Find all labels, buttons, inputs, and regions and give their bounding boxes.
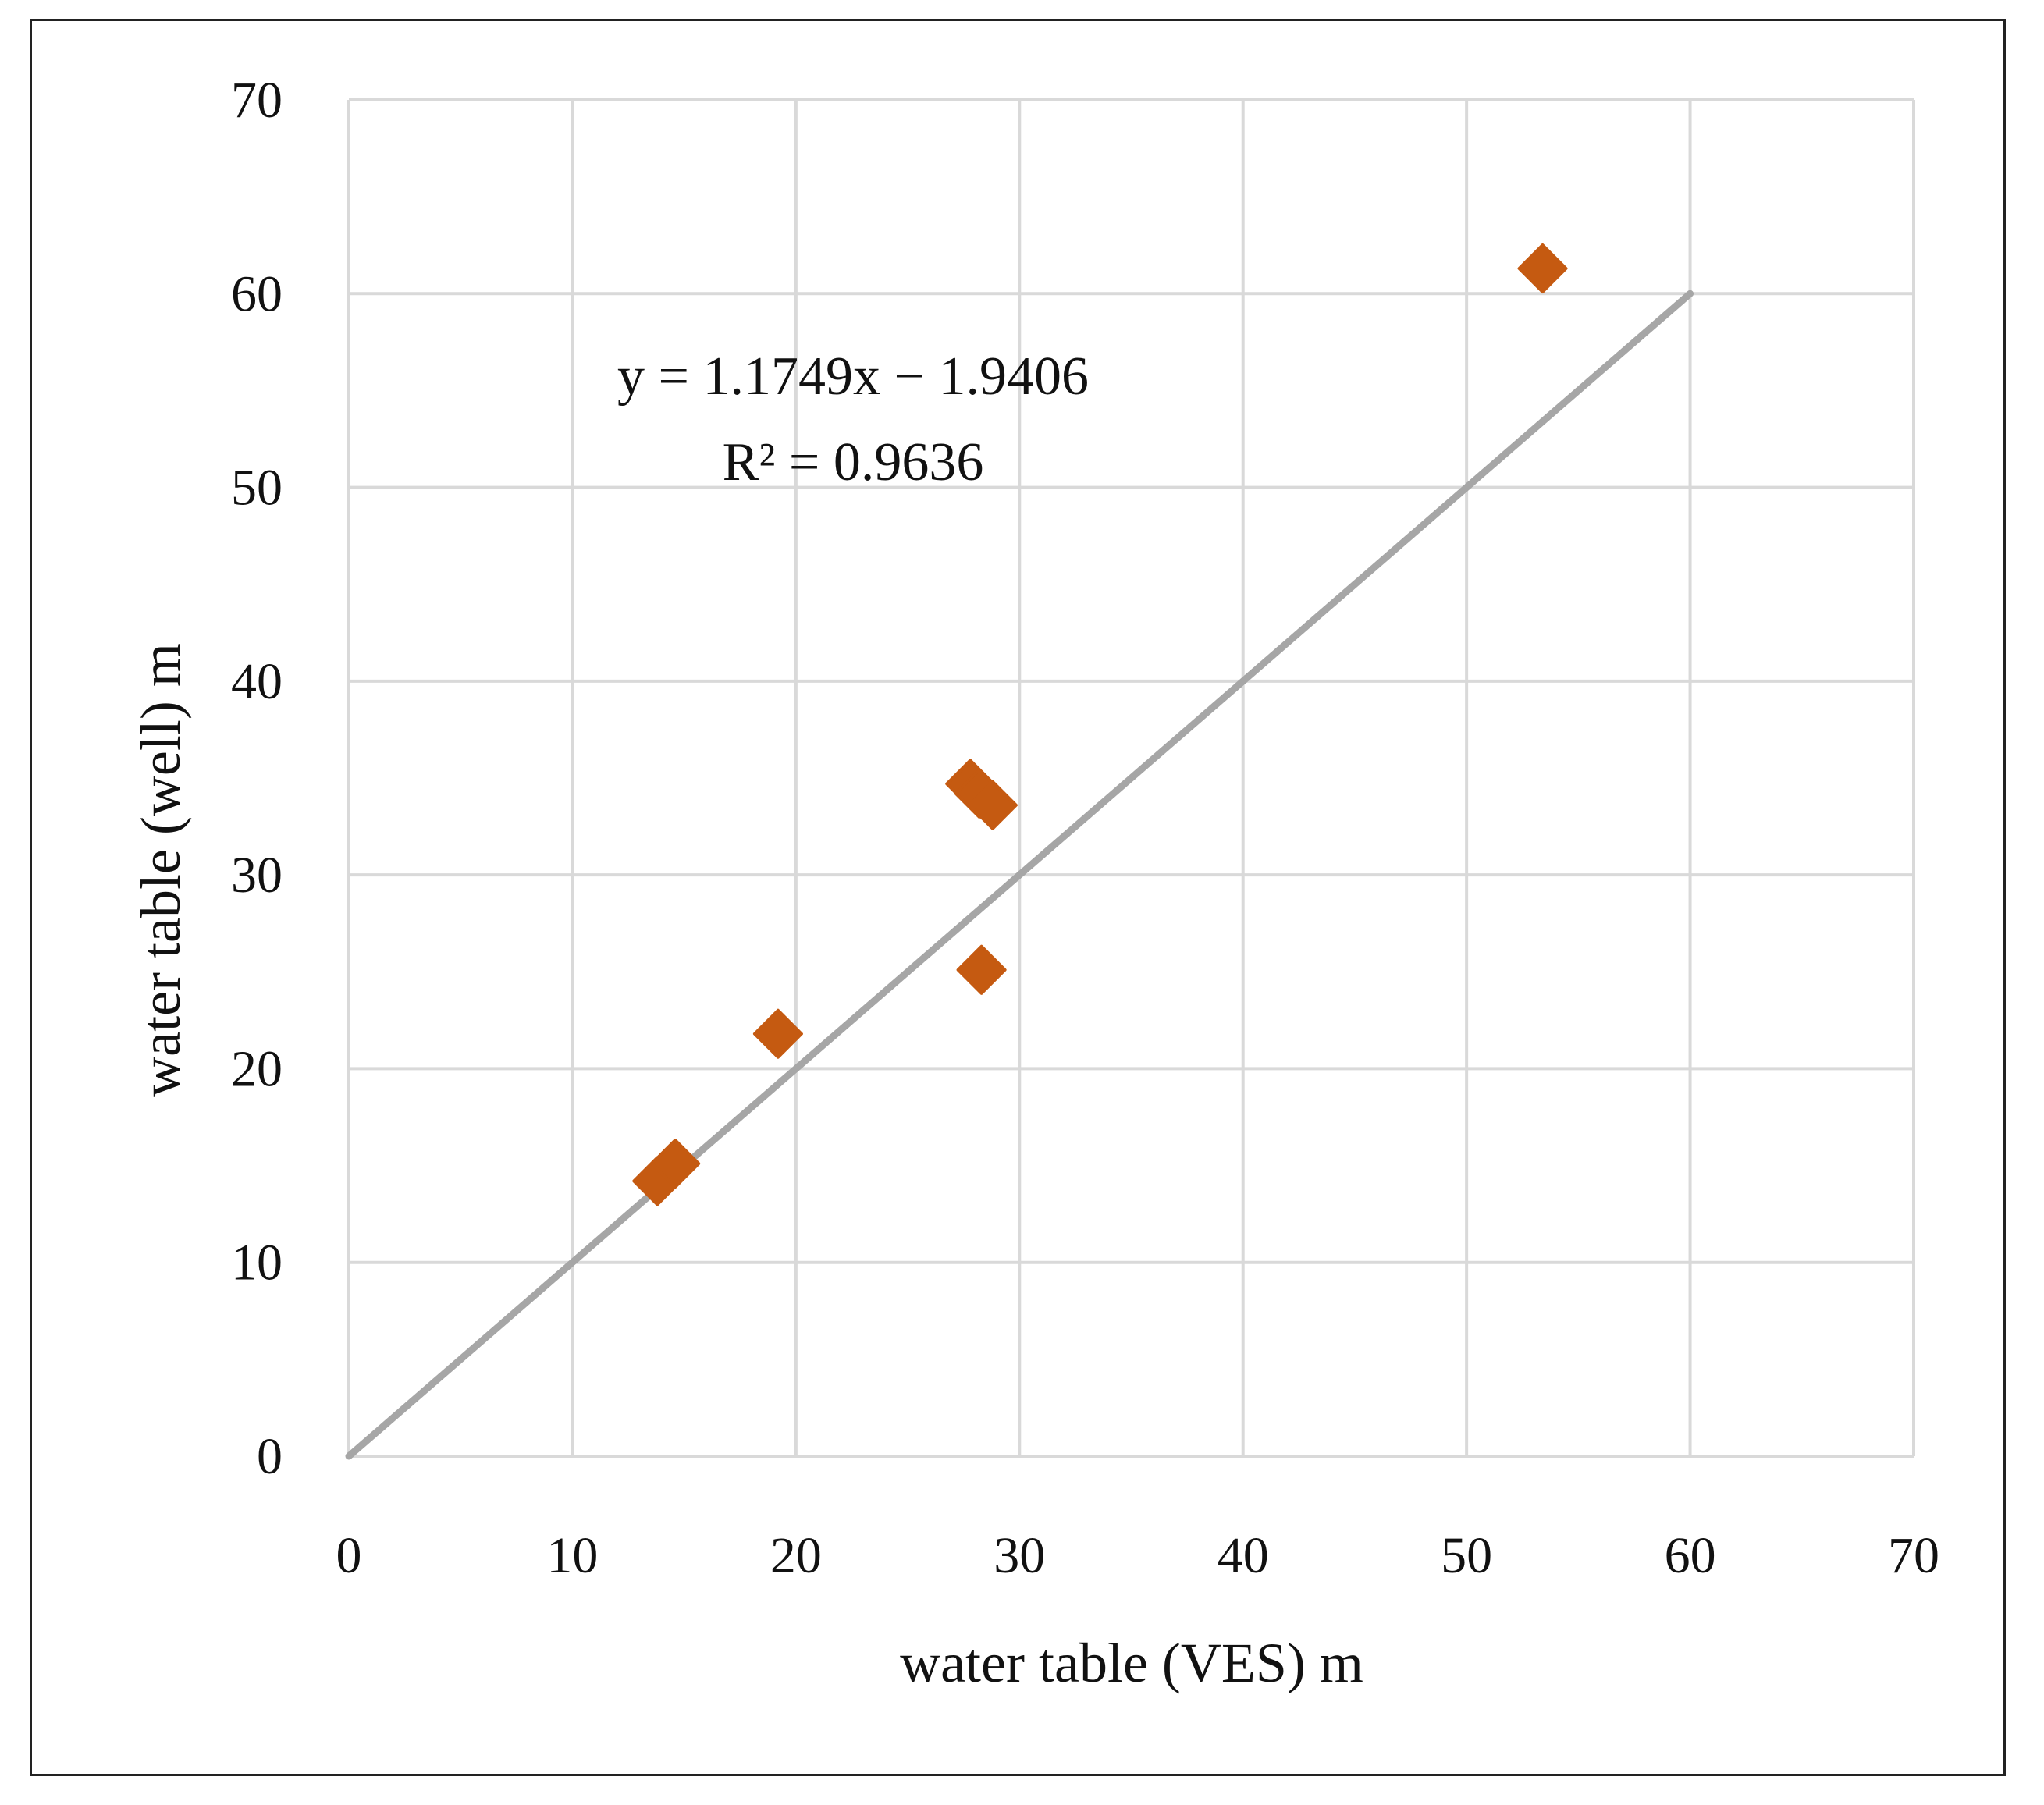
grid [347,98,1915,1458]
r-squared-label: R² = 0.9636 [723,432,984,492]
trendline [345,290,1694,1460]
data-point-8 [1517,243,1568,294]
data-point-6 [967,780,1018,830]
x-tick-label: 50 [1441,1527,1492,1584]
y-tick-label: 60 [231,265,283,322]
data-point-3 [752,1008,803,1059]
y-tick-label: 0 [257,1428,283,1485]
x-axis-title: water table (VES) m [900,1632,1363,1694]
x-tick-label: 70 [1888,1527,1939,1584]
trendline-equation: y = 1.1749x − 1.9406 [617,346,1089,407]
chart-frame [30,19,2006,1776]
y-tick-label: 20 [231,1040,283,1097]
x-tick-label: 20 [770,1527,822,1584]
y-axis-ticks: 0 10 20 30 40 50 60 70 [231,72,283,1485]
x-tick-label: 60 [1665,1527,1716,1584]
x-tick-label: 10 [546,1527,598,1584]
y-tick-label: 40 [231,653,283,710]
y-tick-label: 30 [231,847,283,904]
data-point-2 [650,1139,701,1189]
data-points [632,243,1568,1206]
x-tick-label: 30 [994,1527,1045,1584]
y-tick-label: 10 [231,1235,283,1292]
y-tick-label: 70 [231,72,283,129]
y-tick-label: 50 [231,460,283,517]
x-tick-label: 40 [1218,1527,1269,1584]
y-axis-title: water table (well) m [130,643,192,1097]
trendline-layer [345,290,1694,1460]
data-point-7 [956,944,1007,995]
x-tick-label: 0 [336,1527,362,1584]
x-axis-ticks: 0 10 20 30 40 50 60 70 [336,1527,1940,1584]
